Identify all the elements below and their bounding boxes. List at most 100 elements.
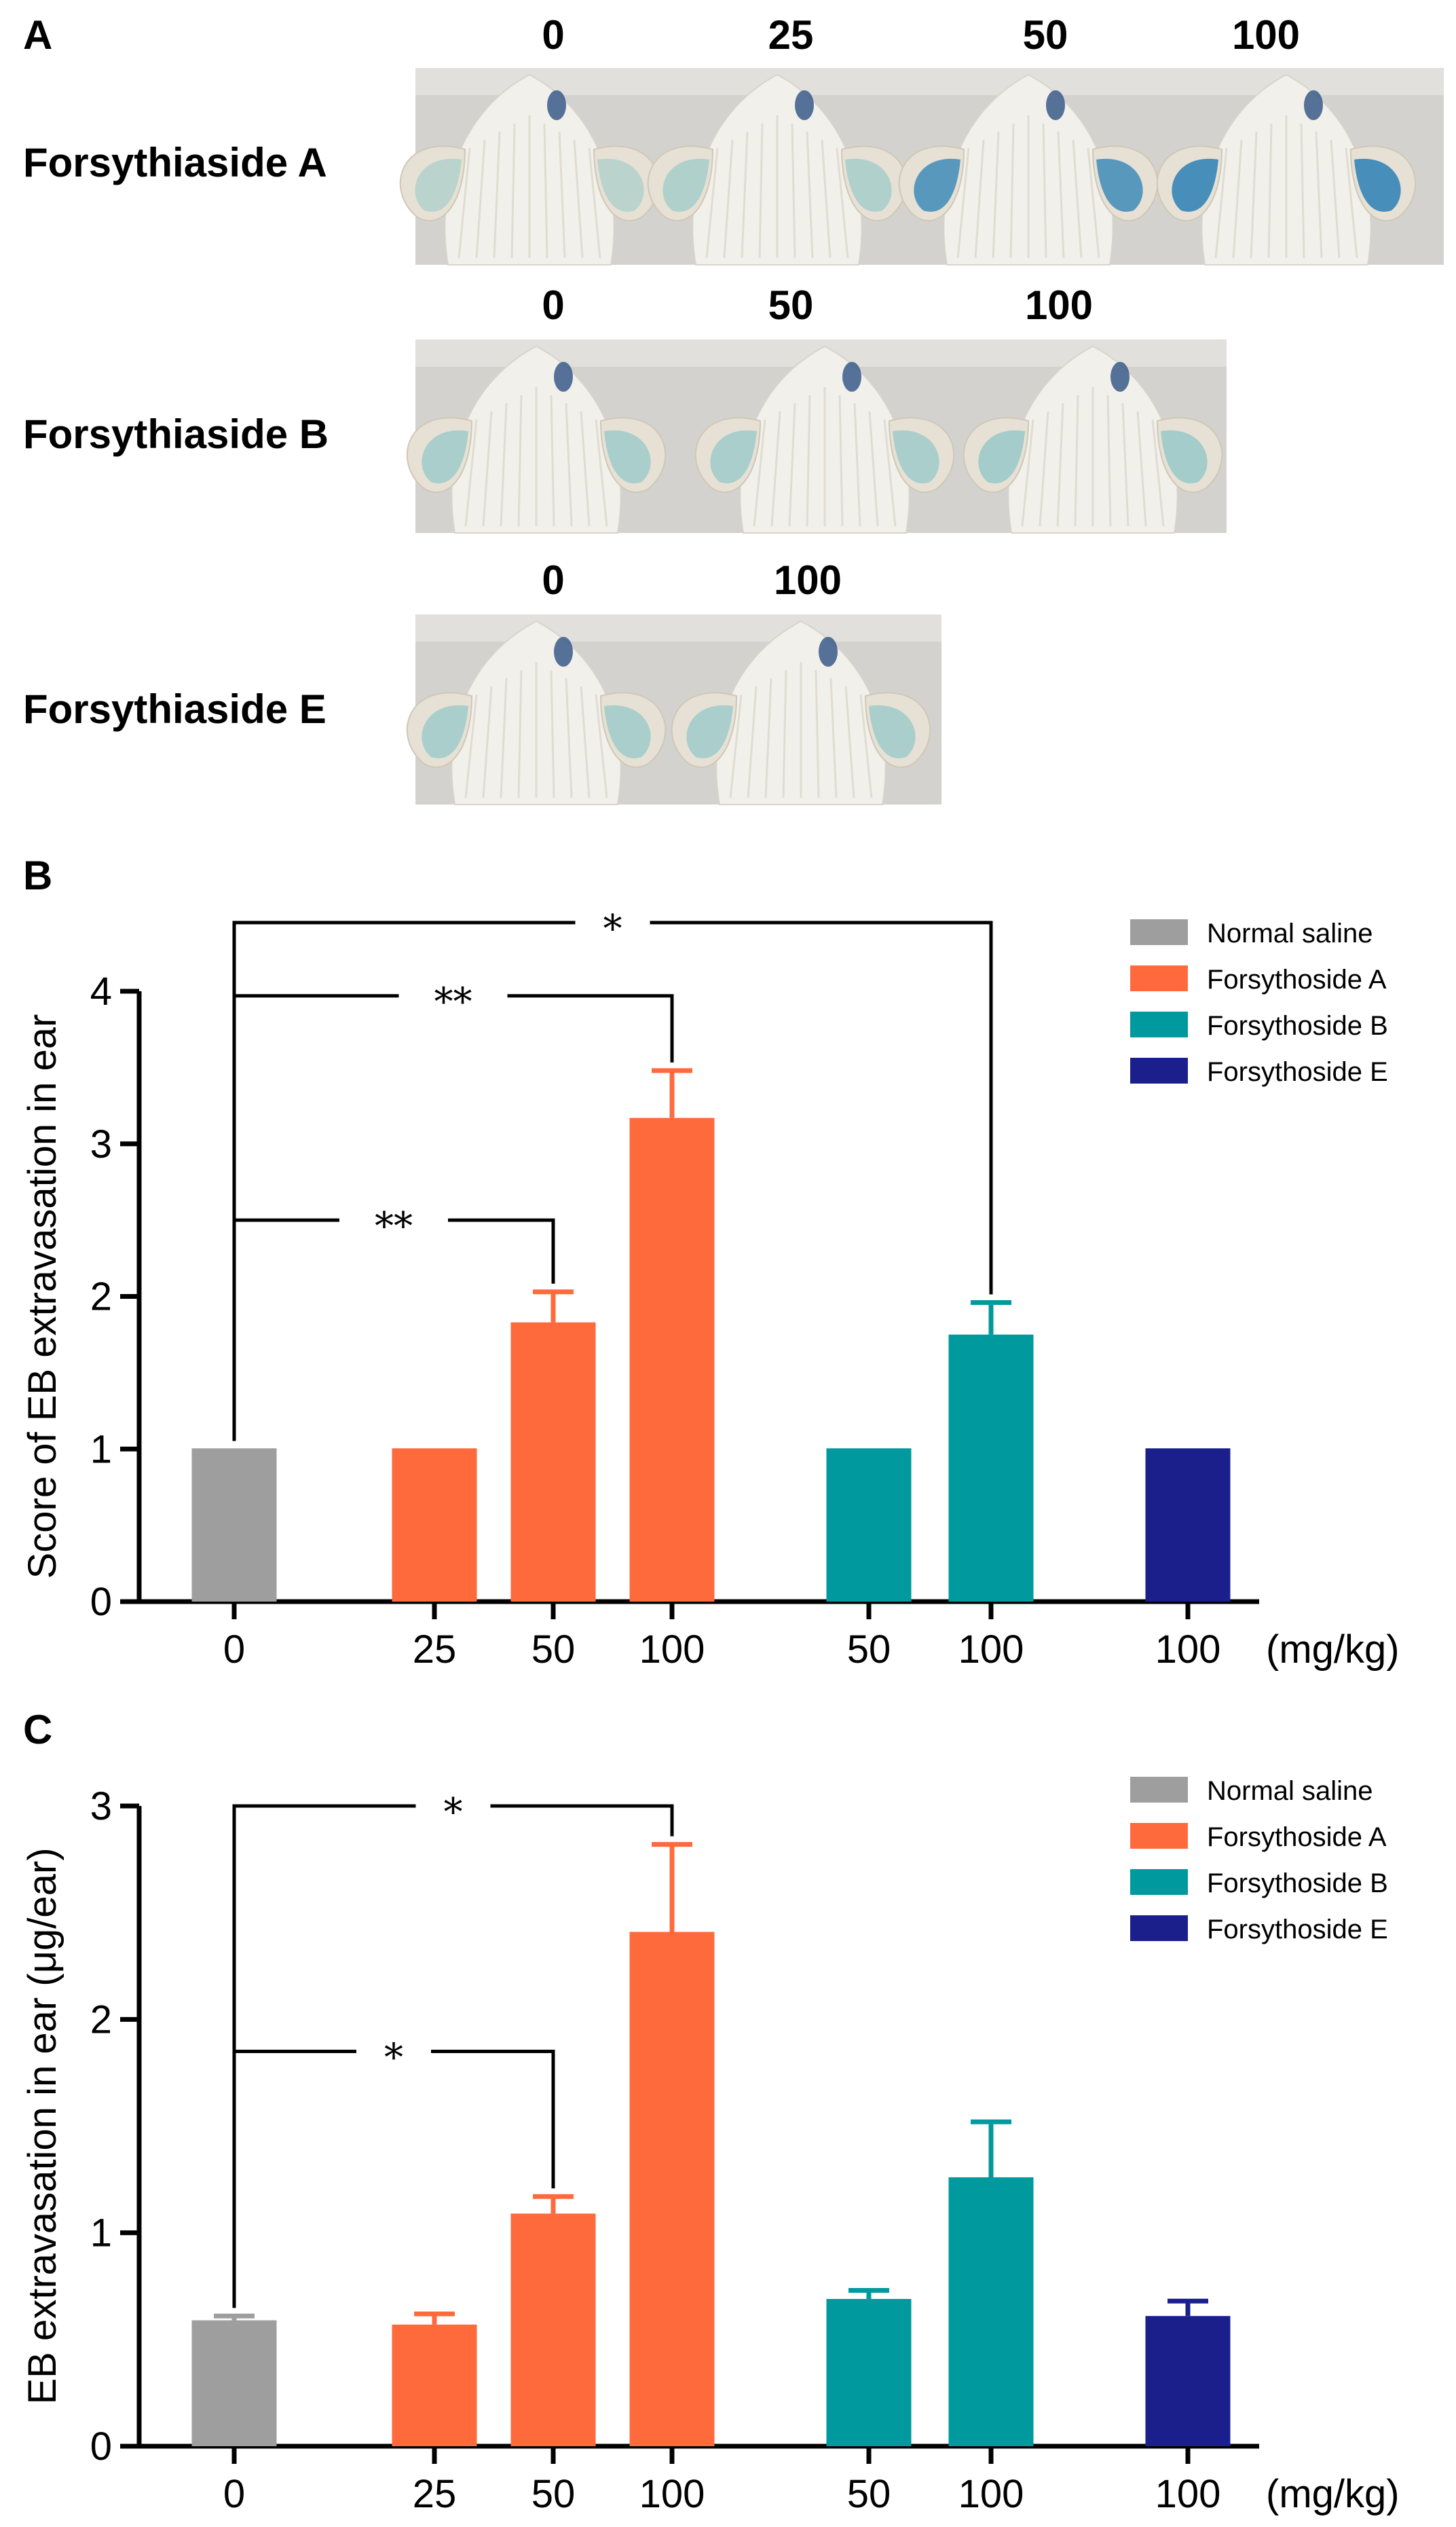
fur-stroke xyxy=(806,394,811,527)
compound-label: Forsythiaside E xyxy=(23,686,326,732)
mouse-photo xyxy=(406,620,667,805)
bracket-line-right xyxy=(507,994,674,1063)
left-ear-dye xyxy=(662,158,709,212)
left-ear xyxy=(399,145,466,221)
significance-label: ** xyxy=(434,980,472,1025)
x-tick-label: 100 xyxy=(639,2472,705,2516)
fur-stroke xyxy=(705,147,719,259)
fur-stroke xyxy=(573,139,584,259)
fur-stroke xyxy=(510,123,516,259)
right-ear-dye xyxy=(893,430,939,483)
y-tick-label: 0 xyxy=(90,1580,112,1624)
x-tick-label: 50 xyxy=(531,1627,576,1672)
photo-row-forsythiaside-b: Forsythiaside B 0 50 100 xyxy=(23,282,1227,534)
dose-label: 50 xyxy=(1023,12,1068,58)
fur-stroke xyxy=(493,131,501,259)
x-tick-label: 0 xyxy=(223,2472,245,2516)
photo-highlight xyxy=(415,614,941,642)
fur-stroke xyxy=(500,403,508,527)
bar-forsythoside-e-100 xyxy=(1145,2316,1231,2446)
bracket-line-left xyxy=(232,1218,339,1441)
right-ear-dye xyxy=(597,158,644,212)
mouse-photo xyxy=(399,73,660,265)
panel-b-label: B xyxy=(23,853,52,898)
fur-stroke xyxy=(1315,131,1323,259)
legend-label: Forsythoside A xyxy=(1207,965,1387,995)
bar-normal-saline-0 xyxy=(191,2320,277,2446)
fur-stroke xyxy=(482,411,493,527)
legend-item-forsythoside-b: Forsythoside B xyxy=(1130,1868,1388,1898)
fur-stroke xyxy=(829,678,838,798)
legend-item-forsythoside-a: Forsythoside A xyxy=(1130,1822,1387,1852)
legend-swatch xyxy=(1130,1823,1188,1849)
fur-stroke xyxy=(550,394,555,527)
bar-forsythoside-b-100 xyxy=(948,1334,1034,1602)
significance-bracket: ** xyxy=(232,980,674,1441)
x-axis-unit-label: (mg/kg) xyxy=(1266,2472,1400,2516)
fur-stroke xyxy=(883,419,897,527)
dose-label: 50 xyxy=(768,282,814,328)
x-tick-label: 0 xyxy=(223,1627,245,1672)
bracket-line-left xyxy=(232,2049,356,2308)
fur-stroke xyxy=(741,131,749,259)
eye xyxy=(1110,362,1130,392)
left-ear-dye xyxy=(422,705,468,758)
fur-stroke xyxy=(1267,123,1273,259)
y-tick-label: 3 xyxy=(90,1122,112,1166)
panel-b-chart: B 0 1 2 3 4 Score of EB extravasation in ear 0… xyxy=(20,853,1400,1672)
fur-stroke xyxy=(1250,131,1258,259)
mouse-photo xyxy=(1156,73,1417,265)
bar-forsythoside-b-50 xyxy=(826,2299,912,2446)
fur-stroke xyxy=(1330,139,1341,259)
fur-stroke xyxy=(859,694,873,798)
x-tick-label: 50 xyxy=(531,2472,576,2516)
x-tick-label: 100 xyxy=(1155,1627,1221,1672)
fur-stroke xyxy=(1056,403,1064,527)
x-tick-label: 100 xyxy=(639,1627,705,1672)
eye xyxy=(554,362,573,392)
fur-stroke xyxy=(1072,139,1083,259)
mouse-photo xyxy=(647,73,908,265)
fur-stroke xyxy=(475,139,486,259)
fur-stroke xyxy=(1074,394,1079,527)
right-ear-dye xyxy=(1354,158,1401,212)
right-ear-dye xyxy=(604,705,651,758)
fur-stroke xyxy=(588,147,601,259)
left-ear-dye xyxy=(914,158,960,212)
y-axis-label: EB extravasation in ear (μg/ear) xyxy=(20,1847,64,2404)
fur-stroke xyxy=(1087,147,1100,259)
fur-stroke xyxy=(992,131,1000,259)
significance-bracket: * xyxy=(232,907,993,1441)
photo-row-forsythiaside-a: Forsythiaside A 0 25 50 100 xyxy=(23,12,1444,265)
left-ear-dye xyxy=(978,430,1025,483)
fur-stroke xyxy=(844,686,855,798)
legend-item-forsythoside-a: Forsythoside A xyxy=(1130,965,1387,995)
dose-label: 100 xyxy=(774,557,842,603)
mouse-photo xyxy=(694,345,955,534)
fur-stroke xyxy=(956,147,970,259)
fur-stroke xyxy=(764,678,772,798)
x-tick-label: 50 xyxy=(847,1627,891,1672)
dose-label: 100 xyxy=(1025,282,1093,328)
legend-label: Forsythoside B xyxy=(1207,1868,1388,1898)
dose-label: 25 xyxy=(768,12,814,58)
fur-stroke xyxy=(1214,147,1228,259)
dose-label: 0 xyxy=(542,282,564,328)
y-tick-label: 2 xyxy=(90,1997,112,2042)
fur-stroke xyxy=(1106,394,1112,527)
significance-bracket: ** xyxy=(232,1204,555,1441)
eye xyxy=(1304,90,1323,120)
fur-stroke xyxy=(821,139,832,259)
legend-swatch xyxy=(1130,1058,1188,1084)
fur-stroke xyxy=(747,686,758,798)
x-tick-label: 25 xyxy=(413,1627,457,1672)
legend-swatch xyxy=(1130,919,1188,945)
eye xyxy=(842,362,861,392)
fur-stroke xyxy=(974,139,985,259)
fur-stroke xyxy=(595,419,608,527)
legend-label: Forsythoside A xyxy=(1207,1822,1387,1852)
legend-label: Normal saline xyxy=(1207,1776,1373,1806)
dose-label: 100 xyxy=(1232,12,1300,58)
mouse-photo xyxy=(963,345,1223,534)
